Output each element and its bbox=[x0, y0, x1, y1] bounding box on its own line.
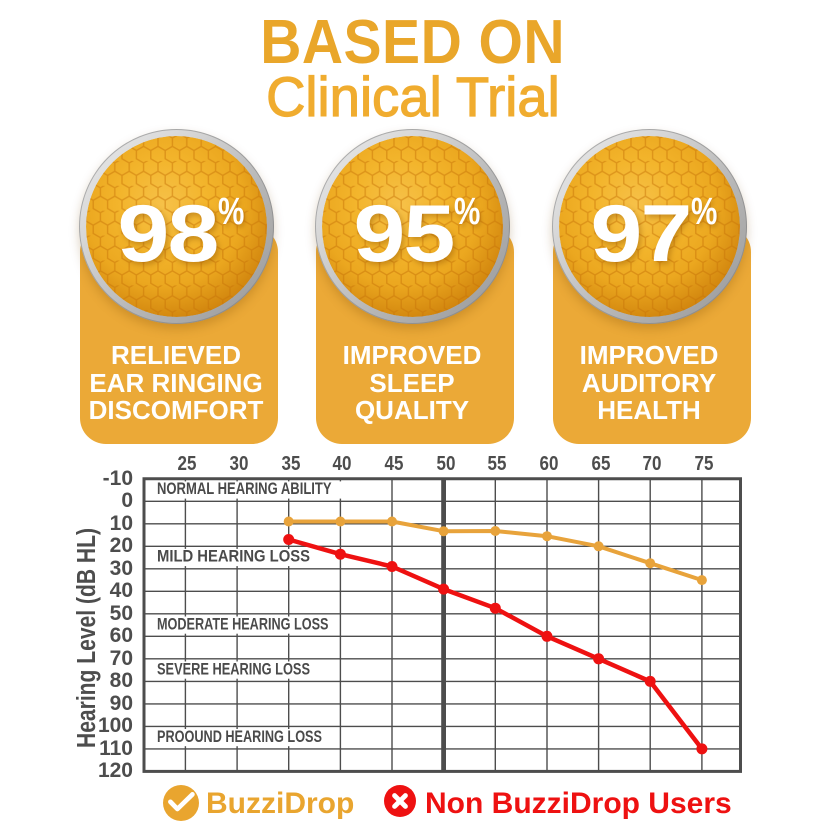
svg-text:MILD HEARING LOSS: MILD HEARING LOSS bbox=[157, 547, 310, 566]
svg-text:PROOUND HEARING LOSS: PROOUND HEARING LOSS bbox=[157, 727, 322, 746]
svg-text:Hearing Level (dB HL): Hearing Level (dB HL) bbox=[73, 528, 101, 748]
svg-text:SEVERE HEARING LOSS: SEVERE HEARING LOSS bbox=[157, 659, 310, 678]
svg-text:NORMAL HEARING ABILITY: NORMAL HEARING ABILITY bbox=[157, 479, 332, 498]
svg-text:MODERATE HEARING LOSS: MODERATE HEARING LOSS bbox=[157, 614, 329, 633]
